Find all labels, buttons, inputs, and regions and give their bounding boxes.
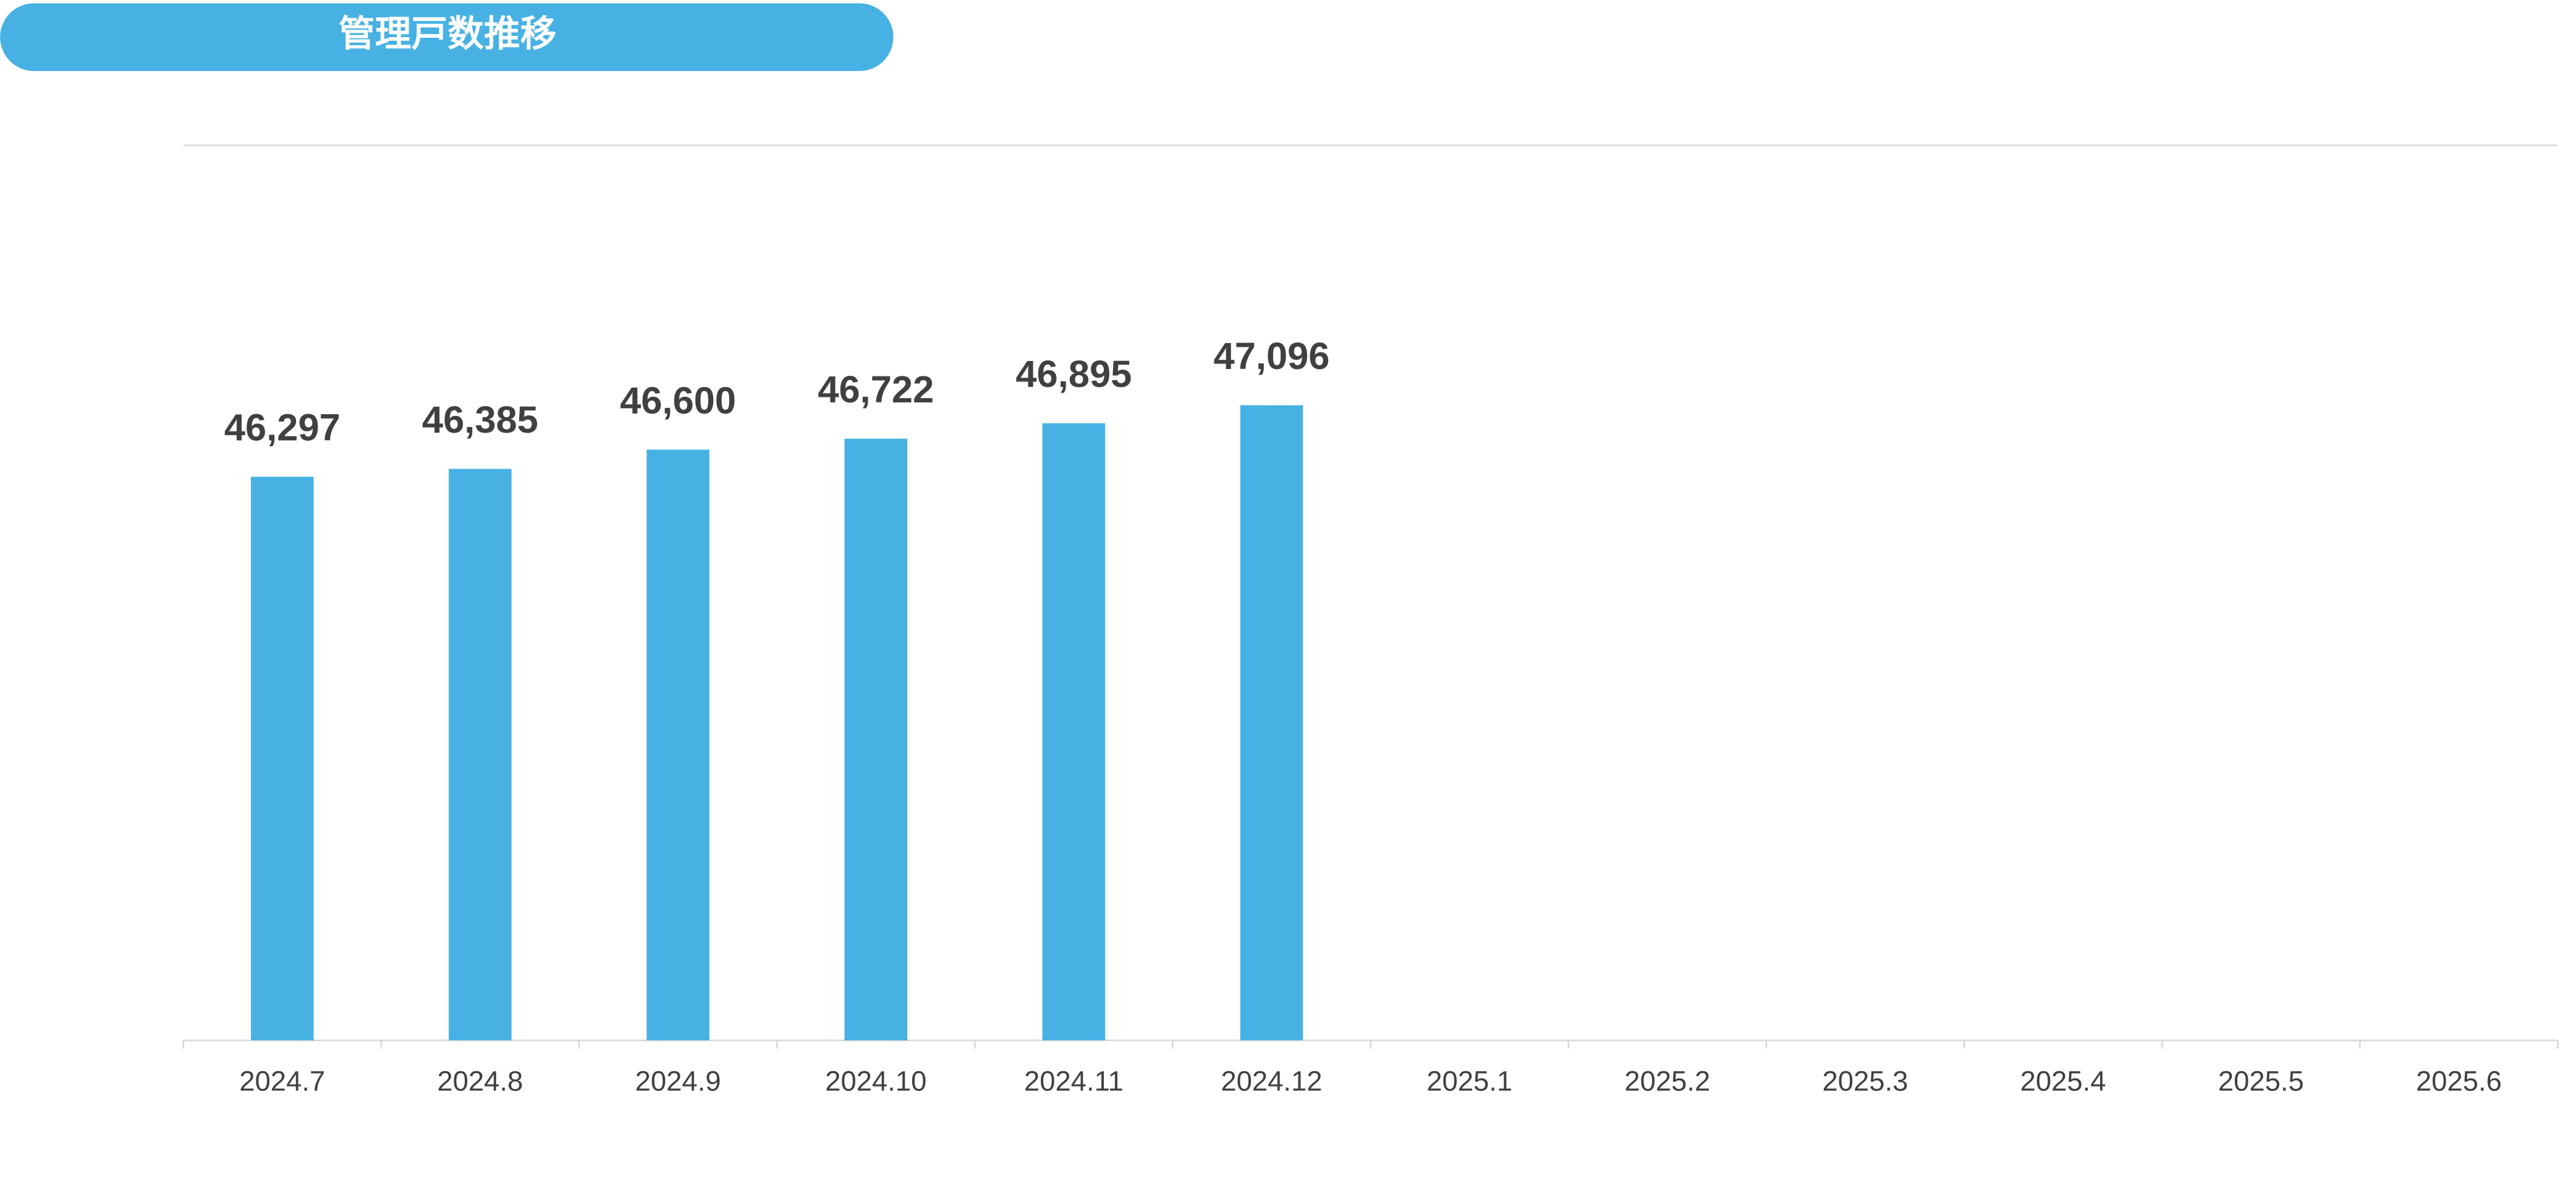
bar bbox=[646, 449, 710, 1041]
x-tick-label: 2025.6 bbox=[2416, 1066, 2502, 1097]
x-tick-label: 2025.4 bbox=[2020, 1066, 2106, 1097]
x-tick-label: 2024.10 bbox=[825, 1066, 926, 1097]
x-tick-label: 2025.5 bbox=[2218, 1066, 2304, 1097]
value-label: 46,895 bbox=[1015, 353, 1132, 396]
bar bbox=[1240, 405, 1303, 1041]
bar bbox=[1042, 423, 1106, 1041]
value-label: 46,297 bbox=[224, 407, 341, 449]
bar bbox=[250, 477, 314, 1041]
value-label: 46,722 bbox=[818, 368, 934, 411]
value-label: 47,096 bbox=[1214, 335, 1330, 378]
x-tick-label: 2025.2 bbox=[1624, 1066, 1710, 1097]
x-tick-label: 2025.1 bbox=[1426, 1066, 1512, 1097]
value-label: 46,385 bbox=[422, 399, 538, 441]
title-pill bbox=[0, 3, 894, 71]
bar bbox=[844, 438, 907, 1041]
x-tick-label: 2024.9 bbox=[635, 1066, 721, 1097]
x-tick-label: 2024.12 bbox=[1221, 1066, 1322, 1097]
bar bbox=[449, 469, 512, 1041]
x-tick-label: 2025.3 bbox=[1823, 1066, 1909, 1097]
x-tick-label: 2024.7 bbox=[239, 1066, 325, 1097]
chart-title: 管理戸数推移 bbox=[339, 14, 557, 54]
value-label: 46,600 bbox=[620, 380, 736, 422]
x-tick-label: 2024.8 bbox=[437, 1066, 523, 1097]
x-tick-label: 2024.11 bbox=[1024, 1066, 1124, 1097]
